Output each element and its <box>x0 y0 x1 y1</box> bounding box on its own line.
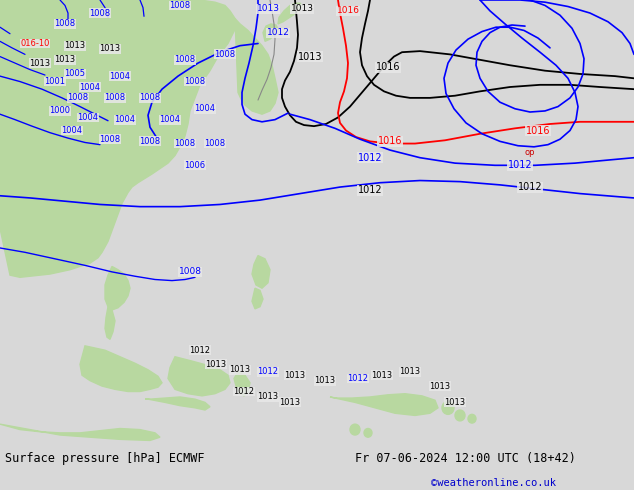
Text: 1004: 1004 <box>79 82 101 92</box>
Circle shape <box>468 415 476 423</box>
Text: 1004: 1004 <box>115 115 136 124</box>
Text: 1008: 1008 <box>100 135 120 144</box>
Polygon shape <box>235 19 278 114</box>
Text: 1005: 1005 <box>65 70 86 78</box>
Text: 1008: 1008 <box>139 137 160 146</box>
Text: 1004: 1004 <box>77 113 98 122</box>
Text: 1016: 1016 <box>378 136 402 147</box>
Text: 1013: 1013 <box>314 376 335 385</box>
Text: 1013: 1013 <box>372 371 392 380</box>
Text: 1012: 1012 <box>358 185 382 196</box>
Text: 1008: 1008 <box>169 1 191 10</box>
Polygon shape <box>168 357 230 396</box>
Text: 1016: 1016 <box>376 62 400 73</box>
Text: Surface pressure [hPa] ECMWF: Surface pressure [hPa] ECMWF <box>5 452 205 465</box>
Text: 1012: 1012 <box>358 153 382 163</box>
Text: 1012: 1012 <box>257 368 278 376</box>
Polygon shape <box>252 256 270 288</box>
Text: 1001: 1001 <box>44 77 65 86</box>
Text: Fr 07-06-2024 12:00 UTC (18+42): Fr 07-06-2024 12:00 UTC (18+42) <box>355 452 576 465</box>
Text: 1013: 1013 <box>298 51 322 62</box>
Text: 1008: 1008 <box>184 77 205 86</box>
Text: 1008: 1008 <box>55 20 75 28</box>
Text: 1016: 1016 <box>337 6 359 15</box>
Text: 1016: 1016 <box>526 125 550 136</box>
Polygon shape <box>234 372 250 396</box>
Text: 1012: 1012 <box>190 345 210 355</box>
Text: 1000: 1000 <box>49 106 70 116</box>
Text: 1013: 1013 <box>29 59 51 68</box>
Text: 1004: 1004 <box>160 115 181 124</box>
Text: 1012: 1012 <box>518 182 542 192</box>
Polygon shape <box>145 397 210 410</box>
Text: op: op <box>525 148 535 157</box>
Text: 1008: 1008 <box>67 94 89 102</box>
Circle shape <box>442 401 454 415</box>
Text: 1008: 1008 <box>174 139 195 148</box>
Text: 1008: 1008 <box>214 50 236 59</box>
Text: 1008: 1008 <box>89 8 110 18</box>
Text: 1006: 1006 <box>184 161 205 170</box>
Text: 1013: 1013 <box>257 392 278 401</box>
Circle shape <box>455 410 465 421</box>
Polygon shape <box>0 424 160 441</box>
Text: 1013: 1013 <box>205 360 226 369</box>
Polygon shape <box>80 346 162 392</box>
Polygon shape <box>105 307 115 339</box>
Text: 1008: 1008 <box>139 94 160 102</box>
Text: 1013: 1013 <box>100 45 120 53</box>
Text: 1013: 1013 <box>290 4 313 13</box>
Text: 1013: 1013 <box>444 398 465 407</box>
Text: ©weatheronline.co.uk: ©weatheronline.co.uk <box>431 478 556 488</box>
Text: 1013: 1013 <box>55 55 75 64</box>
Text: 1012: 1012 <box>347 374 368 383</box>
Circle shape <box>364 428 372 437</box>
Text: 1013: 1013 <box>230 365 250 374</box>
Polygon shape <box>330 393 438 416</box>
Text: 1013: 1013 <box>65 41 86 50</box>
Polygon shape <box>252 288 263 309</box>
Text: 1013: 1013 <box>257 4 280 13</box>
Polygon shape <box>278 3 302 24</box>
Text: 1013: 1013 <box>285 371 306 380</box>
Polygon shape <box>105 267 130 310</box>
Text: 1008: 1008 <box>179 268 202 276</box>
Text: 016-10: 016-10 <box>20 39 49 48</box>
Text: 1013: 1013 <box>280 398 301 407</box>
Text: 1008: 1008 <box>105 94 126 102</box>
Text: 1012: 1012 <box>508 160 533 171</box>
Text: 1004: 1004 <box>195 104 216 113</box>
Text: 1013: 1013 <box>399 368 420 376</box>
Text: 1012: 1012 <box>233 387 254 396</box>
Text: 1008: 1008 <box>174 55 195 64</box>
Text: 1012: 1012 <box>266 28 290 37</box>
Text: 1004: 1004 <box>61 126 82 135</box>
Circle shape <box>350 424 360 435</box>
Text: 1004: 1004 <box>110 72 131 81</box>
Text: 1008: 1008 <box>204 139 226 148</box>
Polygon shape <box>0 0 235 277</box>
Polygon shape <box>263 24 278 41</box>
Text: 1013: 1013 <box>429 382 451 391</box>
